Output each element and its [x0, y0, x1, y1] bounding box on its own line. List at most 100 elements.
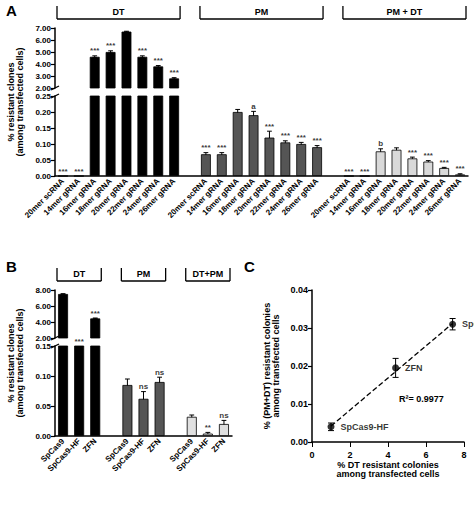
svg-text:0.00: 0.00	[290, 437, 308, 447]
svg-text:DT: DT	[73, 269, 85, 279]
svg-text:SpCas9-HF: SpCas9-HF	[46, 437, 83, 474]
svg-text:DT+PM: DT+PM	[192, 269, 223, 279]
svg-text:0.03: 0.03	[290, 323, 308, 333]
svg-text:0.15: 0.15	[35, 124, 51, 133]
svg-text:20mer scRNA: 20mer scRNA	[166, 176, 210, 220]
svg-text:ZFN: ZFN	[210, 437, 228, 455]
svg-text:0.10: 0.10	[35, 372, 51, 381]
svg-text:ZFN: ZFN	[81, 437, 99, 455]
svg-text:20mer gRNA: 20mer gRNA	[232, 176, 273, 218]
svg-text:20mer scRNA: 20mer scRNA	[23, 176, 67, 220]
svg-text:***: ***	[154, 56, 164, 65]
svg-text:24mer gRNA: 24mer gRNA	[121, 176, 162, 218]
svg-text:b: b	[378, 139, 383, 148]
svg-text:16mer gRNA: 16mer gRNA	[343, 176, 384, 218]
svg-text:SpCas9-HF: SpCas9-HF	[341, 422, 390, 432]
svg-text:***: ***	[265, 122, 275, 131]
svg-text:0.01: 0.01	[290, 399, 308, 409]
svg-text:***: ***	[408, 148, 418, 157]
svg-text:***: ***	[74, 337, 84, 346]
svg-text:2: 2	[347, 450, 352, 460]
svg-text:PM + DT: PM + DT	[387, 7, 423, 17]
svg-text:PM: PM	[255, 7, 269, 17]
svg-text:***: ***	[74, 167, 84, 176]
svg-text:ZFN: ZFN	[145, 437, 163, 455]
svg-text:SpCas9: SpCas9	[462, 319, 474, 329]
svg-text:14mer gRNA: 14mer gRNA	[327, 176, 368, 218]
svg-text:***: ***	[312, 136, 322, 145]
svg-text:***: ***	[440, 158, 450, 167]
svg-text:PM: PM	[137, 269, 151, 279]
svg-text:ns: ns	[155, 368, 165, 377]
svg-text:0: 0	[309, 450, 314, 460]
svg-text:a: a	[251, 102, 256, 111]
svg-text:**: **	[205, 423, 212, 432]
svg-text:6: 6	[423, 450, 428, 460]
svg-text:0.00: 0.00	[35, 172, 51, 181]
svg-text:ZFN: ZFN	[405, 363, 423, 373]
svg-text:4.00: 4.00	[35, 318, 51, 327]
svg-text:0.20: 0.20	[35, 108, 51, 117]
svg-text:0.10: 0.10	[35, 140, 51, 149]
svg-text:18mer gRNA: 18mer gRNA	[359, 176, 400, 218]
svg-text:6.00: 6.00	[35, 302, 51, 311]
svg-text:***: ***	[201, 143, 211, 152]
svg-text:(among transfected cells): (among transfected cells)	[15, 47, 25, 156]
svg-text:26mer gRNA: 26mer gRNA	[280, 176, 321, 218]
svg-text:B: B	[6, 258, 17, 275]
svg-text:***: ***	[169, 68, 179, 77]
svg-text:24mer gRNA: 24mer gRNA	[264, 176, 305, 218]
svg-text:***: ***	[138, 46, 148, 55]
svg-text:0.02: 0.02	[290, 361, 308, 371]
svg-text:***: ***	[297, 133, 307, 142]
svg-text:4: 4	[385, 450, 390, 460]
svg-text:SpCas9-HF: SpCas9-HF	[110, 437, 147, 474]
svg-text:***: ***	[217, 143, 227, 152]
svg-text:DT: DT	[113, 7, 125, 17]
svg-text:***: ***	[90, 46, 100, 55]
svg-text:3.00: 3.00	[35, 72, 51, 81]
svg-text:A: A	[6, 2, 17, 19]
svg-text:***: ***	[58, 167, 68, 176]
svg-text:0.15: 0.15	[35, 342, 51, 351]
svg-text:ns: ns	[219, 411, 229, 420]
svg-text:0.05: 0.05	[35, 402, 51, 411]
svg-text:0.25: 0.25	[35, 92, 51, 101]
svg-text:20mer gRNA: 20mer gRNA	[375, 176, 416, 218]
svg-text:among transfected cells: among transfected cells	[271, 314, 281, 417]
svg-text:***: ***	[106, 41, 116, 50]
svg-text:18mer gRNA: 18mer gRNA	[216, 176, 257, 218]
svg-text:8: 8	[461, 450, 466, 460]
svg-text:7.00: 7.00	[35, 24, 51, 33]
svg-text:20mer gRNA: 20mer gRNA	[89, 176, 130, 218]
svg-text:R²= 0.9977: R²= 0.9977	[399, 394, 444, 404]
svg-text:(among transfected cells): (among transfected cells)	[15, 308, 25, 417]
svg-text:16mer gRNA: 16mer gRNA	[57, 176, 98, 218]
svg-text:26mer gRNA: 26mer gRNA	[137, 176, 178, 218]
svg-text:8.00: 8.00	[35, 286, 51, 295]
svg-text:5.00: 5.00	[35, 48, 51, 57]
svg-text:0.04: 0.04	[290, 285, 308, 295]
svg-text:0.00: 0.00	[35, 432, 51, 441]
svg-text:22mer gRNA: 22mer gRNA	[105, 176, 146, 218]
svg-text:SpCas9-HF: SpCas9-HF	[175, 437, 212, 474]
svg-text:14mer gRNA: 14mer gRNA	[41, 176, 82, 218]
svg-text:14mer gRNA: 14mer gRNA	[184, 176, 225, 218]
svg-text:26mer gRNA: 26mer gRNA	[423, 177, 463, 217]
svg-text:ns: ns	[139, 382, 149, 391]
svg-text:16mer gRNA: 16mer gRNA	[200, 176, 241, 218]
svg-text:22mer gRNA: 22mer gRNA	[248, 176, 289, 218]
svg-text:6.00: 6.00	[35, 36, 51, 45]
svg-text:***: ***	[344, 167, 354, 176]
svg-text:20mer scRNA: 20mer scRNA	[309, 176, 352, 220]
svg-text:C: C	[244, 258, 255, 275]
svg-text:0.05: 0.05	[35, 156, 51, 165]
svg-text:4.00: 4.00	[35, 60, 51, 69]
svg-text:18mer gRNA: 18mer gRNA	[73, 176, 114, 218]
svg-text:***: ***	[455, 164, 465, 173]
svg-text:among transfected cells: among transfected cells	[336, 469, 439, 479]
svg-text:***: ***	[424, 151, 434, 160]
svg-text:***: ***	[91, 309, 101, 318]
svg-text:***: ***	[281, 131, 291, 140]
svg-text:***: ***	[360, 167, 370, 176]
